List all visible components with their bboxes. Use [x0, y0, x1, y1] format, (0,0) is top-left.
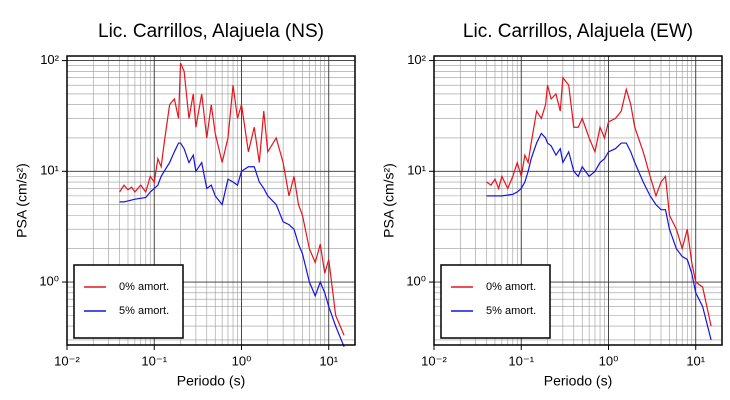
plot-frame [433, 55, 723, 346]
series-line [119, 62, 345, 336]
x-tick-label: 10¹ [686, 353, 705, 368]
y-tick-label: 10² [407, 52, 426, 67]
x-tick-label: 10¹ [319, 353, 338, 368]
chart-title: Lic. Carrillos, Alajuela (EW) [463, 21, 693, 42]
y-tick-label: 10¹ [407, 163, 426, 178]
x-tick-label: 10⁰ [232, 353, 252, 368]
plot-frame [66, 55, 356, 346]
chart-title: Lic. Carrillos, Alajuela (NS) [98, 21, 324, 42]
y-tick-label: 10¹ [40, 163, 59, 178]
y-tick-label: 10⁰ [39, 273, 59, 288]
legend-label: 0% amort. [486, 281, 536, 293]
x-tick-label: 10⁻² [421, 353, 447, 368]
y-tick-label: 10² [40, 52, 59, 67]
x-tick-label: 10⁻¹ [508, 353, 534, 368]
x-axis-label: Periodo (s) [177, 373, 245, 389]
legend-label: 5% amort. [486, 305, 536, 317]
x-axis-label: Periodo (s) [544, 373, 612, 389]
legend-label: 5% amort. [119, 305, 169, 317]
legend-box [440, 264, 551, 339]
legend-label: 0% amort. [119, 281, 169, 293]
series-line [486, 76, 712, 327]
x-tick-label: 10⁻² [54, 353, 80, 368]
series-line [119, 142, 345, 348]
legend-box [73, 264, 184, 339]
y-axis-label: PSA (cm/s²) [14, 163, 30, 238]
y-tick-label: 10⁰ [406, 273, 426, 288]
series-line [486, 132, 712, 341]
x-tick-label: 10⁰ [599, 353, 619, 368]
x-tick-label: 10⁻¹ [141, 353, 167, 368]
y-axis-label: PSA (cm/s²) [381, 163, 397, 238]
